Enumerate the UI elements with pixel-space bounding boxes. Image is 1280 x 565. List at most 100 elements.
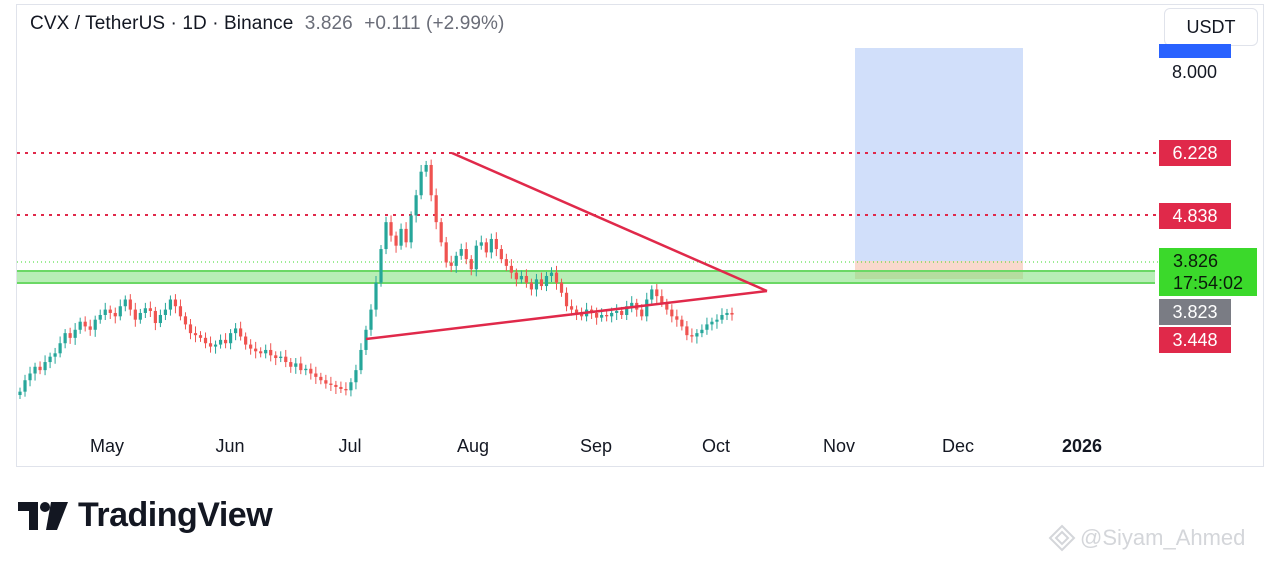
candle[interactable] bbox=[359, 349, 363, 371]
candle[interactable] bbox=[83, 321, 87, 327]
candle[interactable] bbox=[269, 349, 273, 356]
candle[interactable] bbox=[374, 282, 378, 310]
candle[interactable] bbox=[208, 343, 213, 347]
candle[interactable] bbox=[299, 363, 303, 371]
candle[interactable] bbox=[469, 259, 473, 270]
candle[interactable] bbox=[23, 380, 27, 392]
candle[interactable] bbox=[459, 249, 463, 256]
triangle-lower-line[interactable] bbox=[365, 289, 768, 341]
candle[interactable] bbox=[354, 370, 358, 383]
candle[interactable] bbox=[168, 299, 173, 310]
candle[interactable] bbox=[675, 316, 679, 320]
candle[interactable] bbox=[610, 312, 614, 317]
candle[interactable] bbox=[625, 306, 629, 315]
candle[interactable] bbox=[615, 310, 619, 313]
target-zone[interactable] bbox=[855, 48, 1023, 261]
candle[interactable] bbox=[98, 314, 102, 320]
candle[interactable] bbox=[409, 215, 413, 243]
candle[interactable] bbox=[549, 272, 554, 276]
candle[interactable] bbox=[605, 314, 609, 317]
candle[interactable] bbox=[454, 255, 458, 266]
candle[interactable] bbox=[108, 309, 112, 313]
candle[interactable] bbox=[539, 279, 544, 287]
candle[interactable] bbox=[705, 324, 709, 330]
candle[interactable] bbox=[309, 368, 313, 374]
candle[interactable] bbox=[349, 382, 353, 391]
candle[interactable] bbox=[324, 380, 328, 384]
candle[interactable] bbox=[660, 296, 664, 303]
candle[interactable] bbox=[153, 310, 157, 324]
candle[interactable] bbox=[600, 314, 604, 318]
support-zone[interactable] bbox=[17, 270, 1155, 284]
candle[interactable] bbox=[294, 363, 298, 367]
candle[interactable] bbox=[464, 249, 468, 260]
candle[interactable] bbox=[444, 242, 448, 263]
candle[interactable] bbox=[534, 279, 539, 290]
candle[interactable] bbox=[173, 299, 178, 307]
candle[interactable] bbox=[519, 275, 524, 280]
candle[interactable] bbox=[630, 302, 634, 307]
candle[interactable] bbox=[68, 333, 72, 338]
candle[interactable] bbox=[544, 275, 549, 287]
candle[interactable] bbox=[73, 329, 77, 338]
candle[interactable] bbox=[118, 306, 122, 317]
candle[interactable] bbox=[579, 312, 584, 317]
candle[interactable] bbox=[103, 309, 107, 315]
candle[interactable] bbox=[329, 383, 333, 385]
candle[interactable] bbox=[239, 328, 243, 337]
candle[interactable] bbox=[489, 238, 493, 253]
candle[interactable] bbox=[78, 321, 82, 330]
candle[interactable] bbox=[259, 351, 263, 354]
candle[interactable] bbox=[88, 326, 92, 330]
candle[interactable] bbox=[228, 333, 233, 344]
candle[interactable] bbox=[559, 282, 564, 293]
candle[interactable] bbox=[404, 228, 408, 243]
symbol-name[interactable]: CVX / TetherUS · 1D · Binance bbox=[30, 13, 294, 34]
candle[interactable] bbox=[499, 249, 503, 260]
candle[interactable] bbox=[655, 289, 659, 297]
candle[interactable] bbox=[163, 309, 168, 315]
candle[interactable] bbox=[730, 312, 734, 315]
candle[interactable] bbox=[18, 391, 22, 396]
candle[interactable] bbox=[574, 309, 579, 313]
candle[interactable] bbox=[504, 259, 508, 266]
candle[interactable] bbox=[434, 195, 438, 223]
candle[interactable] bbox=[274, 355, 278, 359]
candle[interactable] bbox=[429, 164, 433, 196]
candle[interactable] bbox=[670, 309, 674, 317]
candle[interactable] bbox=[223, 339, 228, 344]
candle[interactable] bbox=[158, 314, 162, 324]
candle[interactable] bbox=[665, 302, 669, 310]
candle[interactable] bbox=[143, 308, 147, 313]
candle[interactable] bbox=[720, 314, 724, 320]
candle[interactable] bbox=[685, 326, 689, 336]
candle[interactable] bbox=[474, 245, 478, 270]
candle[interactable] bbox=[339, 386, 343, 389]
candle[interactable] bbox=[524, 275, 529, 283]
candle[interactable] bbox=[680, 319, 684, 327]
candle[interactable] bbox=[128, 299, 132, 310]
candle[interactable] bbox=[399, 228, 403, 246]
candle[interactable] bbox=[564, 292, 569, 307]
candle[interactable] bbox=[264, 349, 268, 354]
candle[interactable] bbox=[384, 222, 388, 250]
candle[interactable] bbox=[193, 333, 198, 336]
candle[interactable] bbox=[364, 329, 368, 350]
candle[interactable] bbox=[695, 333, 699, 337]
candle[interactable] bbox=[183, 316, 188, 325]
candle[interactable] bbox=[123, 299, 127, 307]
candle[interactable] bbox=[414, 195, 418, 216]
candle[interactable] bbox=[244, 336, 248, 345]
candle[interactable] bbox=[48, 356, 52, 363]
candle[interactable] bbox=[234, 328, 238, 334]
candle[interactable] bbox=[479, 242, 483, 246]
candle[interactable] bbox=[178, 306, 183, 317]
candle[interactable] bbox=[484, 242, 488, 253]
candle[interactable] bbox=[389, 222, 393, 236]
candle[interactable] bbox=[113, 312, 117, 317]
candle[interactable] bbox=[203, 337, 208, 344]
candle[interactable] bbox=[620, 310, 624, 315]
candle[interactable] bbox=[394, 235, 398, 246]
candle[interactable] bbox=[218, 339, 223, 345]
candle[interactable] bbox=[645, 299, 649, 317]
